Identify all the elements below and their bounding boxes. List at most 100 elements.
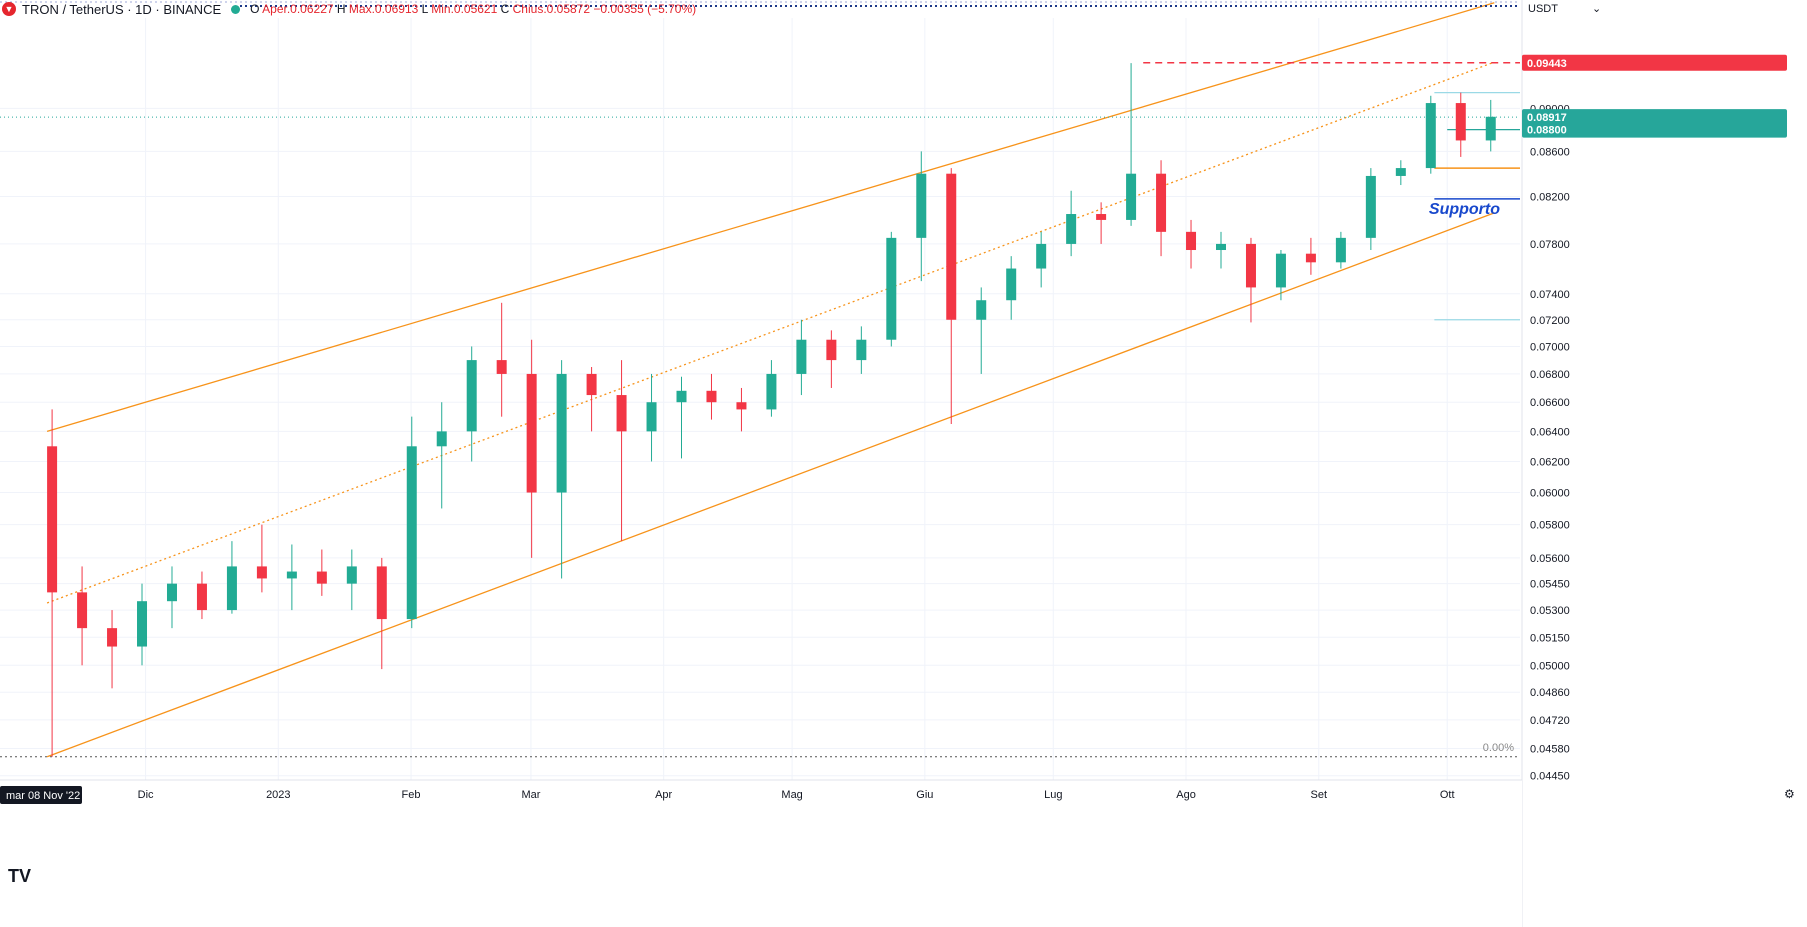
candle-body <box>107 628 118 647</box>
price-tick-label: 0.04720 <box>1530 715 1570 727</box>
last-price-label: 0.08917 <box>1527 112 1567 124</box>
price-tick-label: 0.05450 <box>1530 579 1570 591</box>
settings-gear-icon: ⚙ <box>1784 787 1795 801</box>
candle-body <box>736 402 747 410</box>
time-tick-label: Mar <box>521 789 540 801</box>
candle <box>616 360 627 542</box>
candle <box>586 366 597 432</box>
time-tick-label: Giu <box>916 789 933 801</box>
candle-body <box>1335 237 1346 263</box>
chart-grid <box>0 18 1520 780</box>
price-axis: 0.090000.086000.082000.078000.074000.072… <box>1521 0 1807 927</box>
candle <box>676 376 687 459</box>
candle-body <box>466 360 477 432</box>
candle-body <box>586 373 597 396</box>
candle-body <box>1216 243 1226 251</box>
date-badge-bg <box>0 786 82 804</box>
candle <box>1275 250 1286 301</box>
candle <box>1006 256 1017 320</box>
price-tick-label: 0.07800 <box>1530 239 1570 251</box>
time-tick-label: Feb <box>402 789 421 801</box>
time-tick-label: Lug <box>1044 789 1062 801</box>
candle-body <box>1275 253 1286 288</box>
candle <box>226 541 237 614</box>
candle <box>526 339 537 558</box>
candle <box>1186 219 1197 269</box>
candle <box>1156 160 1167 257</box>
candle-body <box>826 339 837 361</box>
candle <box>107 610 118 689</box>
time-tick-label: Apr <box>655 789 672 801</box>
time-axis: Dic 2023 Feb Mar Apr Mag Giu Lug Ago Set Ott mar 08… <box>0 779 1522 927</box>
level-price-label-bg <box>1522 121 1787 138</box>
price-tick-label: 0.04580 <box>1530 743 1570 755</box>
candle-body <box>1036 243 1047 269</box>
candle <box>376 557 387 670</box>
candlestick-series <box>47 63 1496 757</box>
price-tick-label: 0.06800 <box>1530 369 1570 381</box>
time-axis-bg <box>0 780 1522 927</box>
price-tick-label: 0.08200 <box>1530 192 1570 204</box>
candle-body <box>556 373 567 493</box>
channel-lower-line <box>46 212 1495 758</box>
price-tick-label: 0.04450 <box>1530 771 1570 783</box>
channel-upper-line <box>46 2 1495 433</box>
candle <box>646 373 657 462</box>
candle-body <box>796 339 807 374</box>
candle-body <box>1365 175 1376 238</box>
candle-body <box>166 583 177 602</box>
symbol-title[interactable]: TRON / TetherUS · 1D · BINANCE <box>22 1 222 17</box>
candle <box>1245 237 1256 323</box>
candle <box>166 566 177 629</box>
candle <box>256 524 267 593</box>
horizontal-levels: Supporto 0.00% <box>0 1 1520 758</box>
time-tick-label: Set <box>1311 789 1328 801</box>
candle <box>856 326 867 374</box>
candle <box>736 387 747 432</box>
market-status-icon <box>231 4 241 14</box>
candle <box>916 151 927 282</box>
candle-body <box>436 431 447 447</box>
candle-body <box>406 446 417 620</box>
candle-body <box>1305 253 1316 263</box>
price-channel <box>46 2 1495 758</box>
candle <box>316 549 327 596</box>
candle <box>137 583 148 666</box>
price-tick-label: 0.05150 <box>1530 632 1570 644</box>
candle-body <box>316 571 327 584</box>
candle-body <box>286 571 297 579</box>
candle-body <box>1126 173 1137 220</box>
price-tick-label: 0.05600 <box>1530 553 1570 565</box>
candle <box>796 319 807 396</box>
price-tick-label: 0.06000 <box>1530 488 1570 500</box>
support-annotation: Supporto <box>1429 201 1500 218</box>
price-tick-label: 0.07400 <box>1530 289 1570 301</box>
time-tick-label: Dic <box>138 789 154 801</box>
candle <box>286 544 297 611</box>
candle-body <box>646 402 657 432</box>
candle <box>826 330 837 388</box>
price-tick-label: 0.06200 <box>1530 456 1570 468</box>
ohlc-readout: O Aper.0.06227 H Max.0.06913 L Min.0.056… <box>250 2 697 16</box>
candle-body <box>1156 173 1167 232</box>
candle <box>406 416 417 629</box>
candle-body <box>1186 231 1197 251</box>
price-tick-label: 0.06600 <box>1530 397 1570 409</box>
tradingview-logo-icon: TV <box>8 866 32 886</box>
price-tick-label: 0.07000 <box>1530 341 1570 353</box>
candle <box>1036 231 1047 288</box>
currency-dropdown-icon: ⌄ <box>1592 3 1601 15</box>
candle-body <box>1006 268 1017 301</box>
price-tick-label: 0.05800 <box>1530 520 1570 532</box>
candle <box>1485 99 1496 152</box>
resistance-price-label-bg <box>1522 54 1787 71</box>
price-tick-label: 0.04860 <box>1530 687 1570 699</box>
price-tick-label: 0.08600 <box>1530 146 1570 158</box>
candle-body <box>1455 103 1466 141</box>
candle <box>946 168 957 425</box>
candle <box>196 571 207 620</box>
candle-body <box>916 173 927 238</box>
candle-body <box>526 373 537 493</box>
date-badge: mar 08 Nov '22 <box>6 790 80 802</box>
